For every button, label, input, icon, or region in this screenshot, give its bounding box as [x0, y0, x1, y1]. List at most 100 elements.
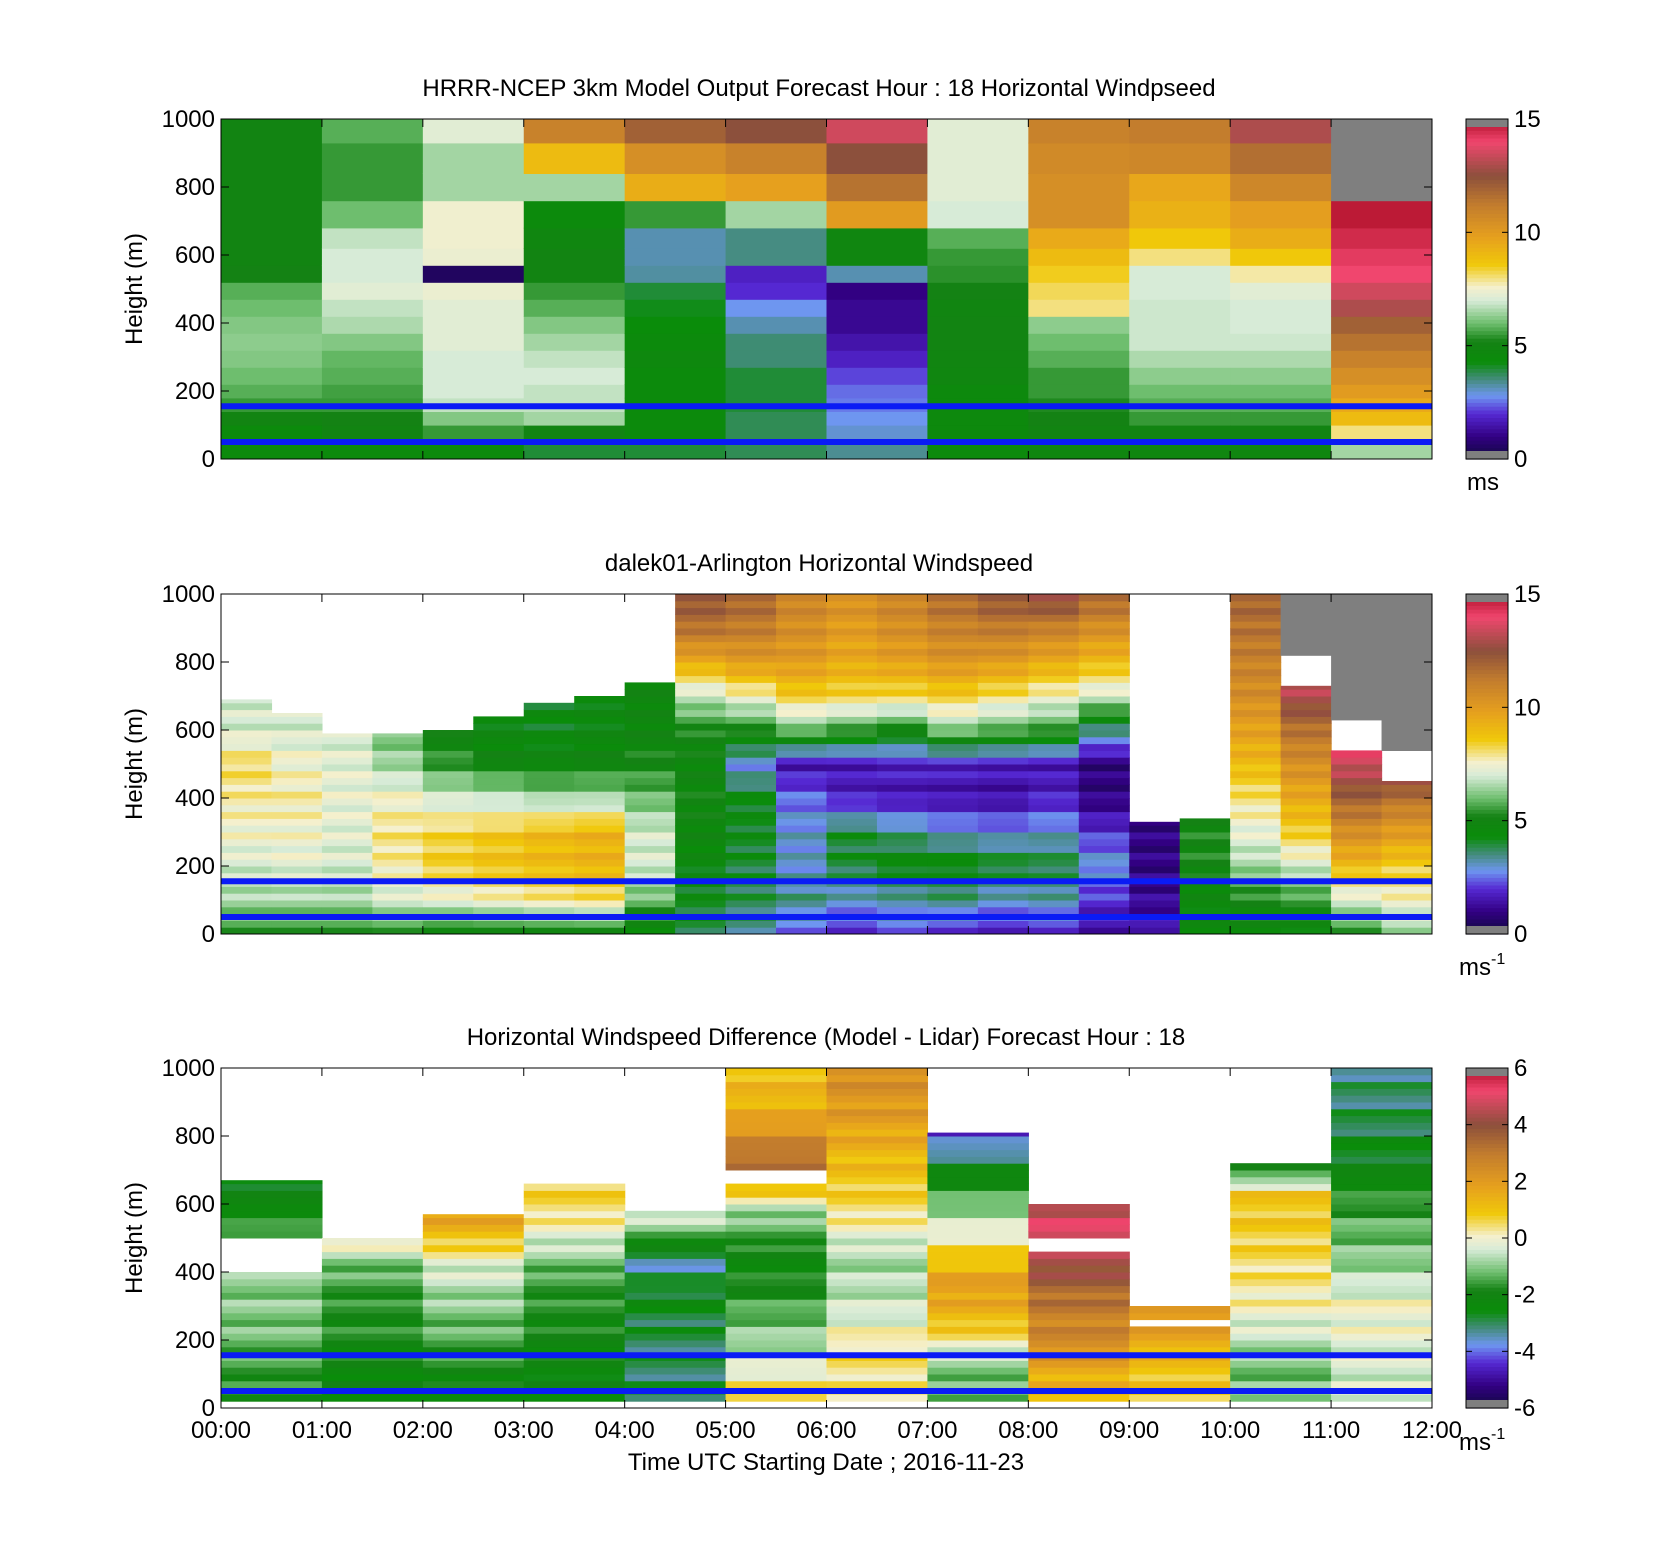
- heatmap-cell: [927, 852, 979, 860]
- heatmap-cell: [876, 723, 929, 731]
- heatmap-cell: [221, 1285, 323, 1293]
- heatmap-cell: [1230, 845, 1282, 853]
- heatmap-cell: [826, 1326, 929, 1334]
- heatmap-cell: [321, 1319, 424, 1327]
- heatmap-cell: [523, 367, 626, 385]
- heatmap-cell: [1129, 821, 1181, 826]
- heatmap-cell: [1230, 648, 1282, 656]
- colorbar-swatch: [1466, 741, 1508, 746]
- heatmap-cell: [1179, 832, 1231, 840]
- heatmap-cell: [826, 1258, 929, 1266]
- heatmap-cell: [321, 1251, 424, 1259]
- heatmap-cell: [1230, 1380, 1332, 1389]
- heatmap-cell: [1280, 689, 1332, 697]
- heatmap-cell: [725, 173, 828, 202]
- heatmap-cell: [624, 1333, 727, 1341]
- colorbar-swatch: [1466, 1200, 1508, 1205]
- heatmap-cell: [1078, 804, 1130, 813]
- heatmap-cell: [977, 777, 1029, 785]
- heatmap-cell: [876, 716, 929, 724]
- colorbar-swatch: [1466, 126, 1508, 131]
- heatmap-cell: [624, 906, 676, 915]
- heatmap-cell: [927, 1278, 1029, 1287]
- heatmap-cell: [725, 1367, 828, 1375]
- heatmap-cell: [1331, 1346, 1432, 1355]
- heatmap-cell: [1028, 333, 1130, 351]
- colorbar-swatch: [1466, 307, 1508, 313]
- heatmap-cell: [1230, 1285, 1332, 1293]
- heatmap-cell: [876, 594, 929, 602]
- heatmap-cell: [1028, 350, 1130, 368]
- panel-model: HRRR-NCEP 3km Model Output Forecast Hour…: [121, 75, 1541, 496]
- heatmap-cell: [473, 777, 525, 785]
- heatmap-cell: [725, 1108, 828, 1117]
- x-tick-label: 09:00: [1099, 1417, 1159, 1444]
- colorbar-tick-label: 6: [1514, 1055, 1527, 1082]
- heatmap-cell: [675, 743, 727, 751]
- colorbar-swatch: [1466, 1075, 1508, 1080]
- colorbar-swatch: [1466, 643, 1508, 648]
- y-tick-label: 0: [202, 1395, 215, 1422]
- colorbar-swatch: [1466, 266, 1508, 271]
- heatmap-cell: [372, 825, 424, 833]
- heatmap-cell: [1028, 1380, 1130, 1389]
- heatmap-cell: [1028, 723, 1080, 731]
- x-tick-label: 00:00: [191, 1417, 251, 1444]
- heatmap-cell: [221, 866, 273, 874]
- heatmap-cell: [776, 764, 828, 772]
- heatmap-cell: [422, 1319, 525, 1327]
- heatmap-cell: [876, 784, 929, 792]
- heatmap-cell: [1028, 750, 1080, 758]
- heatmap-cell: [826, 1333, 929, 1341]
- heatmap-cell: [271, 723, 323, 731]
- heatmap-cell: [977, 743, 1029, 751]
- colorbar-swatch: [1466, 1355, 1508, 1360]
- heatmap-cell: [876, 838, 929, 847]
- heatmap-cell: [826, 1299, 929, 1307]
- heatmap-cell: [1230, 227, 1332, 249]
- heatmap-cell: [624, 1340, 727, 1348]
- heatmap-cell: [1230, 791, 1282, 799]
- heatmap-cell: [927, 384, 1029, 399]
- heatmap-cell: [1381, 866, 1432, 874]
- heatmap-cell: [927, 655, 979, 663]
- colorbar-swatch: [1466, 1396, 1508, 1402]
- heatmap-cell: [1230, 1210, 1332, 1219]
- colorbar-swatch: [1466, 767, 1508, 773]
- heatmap-cell: [1028, 845, 1080, 853]
- panel-lidar: dalek01-Arlington Horizontal Windspeed 0…: [121, 550, 1541, 981]
- heatmap-cell: [321, 1272, 424, 1280]
- heatmap-cell: [221, 699, 273, 704]
- y-tick-label: 200: [175, 853, 215, 880]
- colorbar-swatch: [1466, 409, 1508, 415]
- heatmap-cell: [1381, 872, 1432, 881]
- colorbar-swatch: [1466, 194, 1508, 199]
- heatmap-cell: [1028, 1367, 1130, 1375]
- colorbar-swatch: [1466, 858, 1508, 863]
- heatmap-cell: [321, 733, 373, 738]
- colorbar-swatch: [1466, 236, 1508, 241]
- heatmap-cell: [1230, 668, 1282, 677]
- heatmap-cell: [422, 142, 525, 174]
- heatmap-cell: [927, 1299, 1029, 1307]
- heatmap-cell: [826, 1142, 929, 1151]
- heatmap-cell: [1331, 1102, 1432, 1110]
- heatmap-cell: [473, 832, 525, 840]
- heatmap-cell: [422, 1292, 525, 1300]
- colorbar-swatch: [1466, 345, 1508, 351]
- heatmap-cell: [725, 716, 777, 724]
- heatmap-cell: [321, 784, 373, 792]
- heatmap-cell: [1280, 716, 1332, 724]
- heatmap-cell: [1028, 1210, 1130, 1219]
- heatmap-cell: [1331, 866, 1383, 874]
- colorbar-swatch: [1466, 612, 1508, 618]
- heatmap-cell: [927, 282, 1029, 300]
- colorbar-swatch: [1466, 1283, 1508, 1288]
- heatmap-cell: [725, 811, 777, 819]
- heatmap-cell: [927, 1163, 1029, 1171]
- heatmap-cell: [1331, 1224, 1432, 1232]
- heatmap-cell: [1129, 367, 1231, 385]
- heatmap-cell: [876, 655, 929, 663]
- heatmap-cell: [574, 900, 626, 908]
- heatmap-cell: [725, 1081, 828, 1089]
